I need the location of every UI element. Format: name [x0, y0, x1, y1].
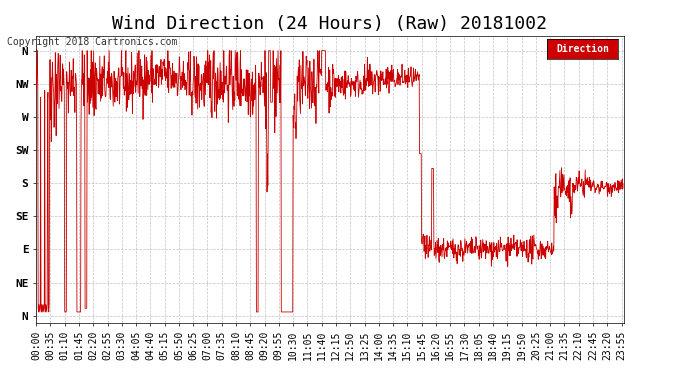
Title: Wind Direction (24 Hours) (Raw) 20181002: Wind Direction (24 Hours) (Raw) 20181002	[112, 15, 547, 33]
Text: Copyright 2018 Cartronics.com: Copyright 2018 Cartronics.com	[7, 37, 177, 47]
